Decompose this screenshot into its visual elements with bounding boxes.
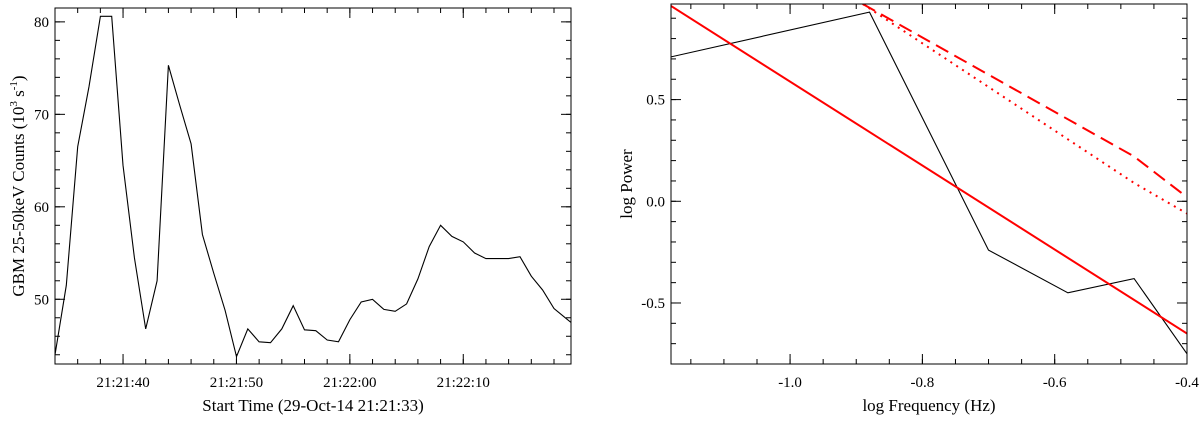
x-tick-label: -0.6: [1043, 375, 1067, 391]
x-axis-title: Start Time (29-Oct-14 21:21:33): [202, 396, 423, 415]
x-axis-title: log Frequency (Hz): [862, 396, 995, 415]
series-line-right-2: [862, 4, 1187, 198]
plot-frame-right: [670, 3, 1188, 365]
y-axis-title-part: s: [9, 90, 28, 101]
chart-panel-left: 21:21:40 21:21:50 21:22:00 21:22:10 50 60 70 80…: [8, 7, 572, 415]
y-axis-title-superscript: 3: [8, 101, 20, 107]
y-tick-label: 80: [34, 15, 49, 31]
x-tick-label: 21:21:50: [210, 375, 263, 391]
y-tick-label: -0.5: [641, 296, 665, 312]
x-tick-label: 21:22:00: [323, 375, 376, 391]
y-axis-title-part: GBM 25-50keV Counts (10: [9, 107, 28, 297]
y-tick-label: 0.0: [646, 194, 665, 210]
x-tick-label: -1.0: [778, 375, 802, 391]
y-axis-title-part: ): [9, 75, 28, 81]
y-tick-label: 70: [34, 107, 49, 123]
x-tick-label: -0.4: [1175, 375, 1199, 391]
series-line-right-0: [671, 11, 1187, 355]
y-tick-label: 50: [34, 292, 49, 308]
x-tick-label: 21:21:40: [96, 375, 149, 391]
y-axis-title: GBM 25-50keV Counts (103 s-1): [8, 75, 28, 296]
series-line-right-1: [671, 5, 1187, 335]
series-line-left-0: [55, 15, 571, 359]
chart-panel-right: -1.0 -0.8 -0.6 -0.4 -0.5 0.0 0.5 log Frequency …: [617, 3, 1199, 415]
y-axis-title: log Power: [617, 149, 636, 219]
x-tick-label: 21:22:10: [437, 375, 490, 391]
y-axis-title-superscript: -1: [8, 81, 20, 90]
y-tick-label: 0.5: [646, 93, 665, 109]
x-tick-label: -0.8: [911, 375, 935, 391]
series-line-right-3: [862, 4, 1187, 215]
plot-frame-left: [54, 7, 572, 365]
y-tick-label: 60: [34, 200, 49, 216]
